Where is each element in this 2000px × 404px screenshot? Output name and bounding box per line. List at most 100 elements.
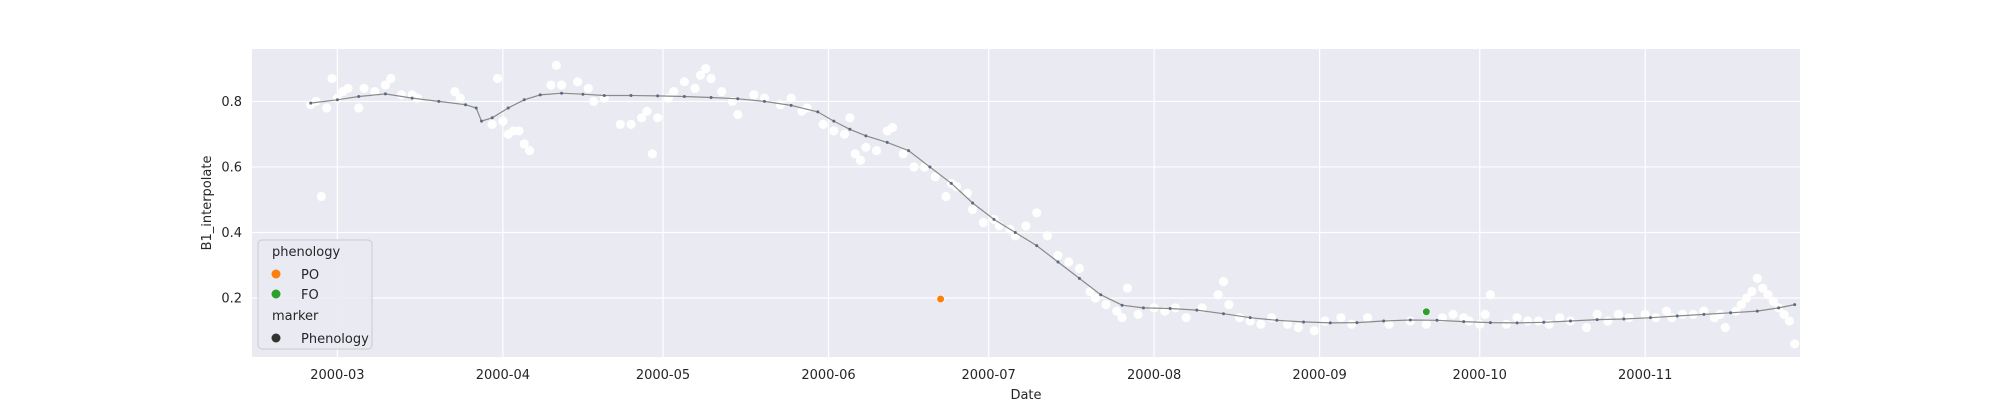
raw-point — [1720, 322, 1730, 333]
curve-point — [832, 119, 836, 123]
raw-point — [637, 113, 647, 123]
legend-title-phenology: phenology — [272, 245, 340, 260]
raw-point — [706, 73, 716, 84]
legend-po-label: PO — [301, 268, 319, 283]
curve-point — [907, 149, 911, 153]
x-tick-label: 2000-06 — [801, 368, 855, 383]
raw-point — [514, 126, 524, 136]
raw-point — [861, 142, 871, 152]
raw-point — [1266, 313, 1277, 323]
raw-point — [1101, 299, 1111, 310]
raw-point — [1731, 306, 1741, 316]
raw-point — [1603, 316, 1613, 326]
x-tick-label: 2000-03 — [310, 368, 364, 383]
raw-point — [573, 77, 583, 87]
curve-point — [437, 99, 441, 103]
raw-point — [1421, 319, 1431, 329]
raw-point — [412, 93, 423, 103]
curve-point — [1141, 306, 1145, 310]
raw-point — [359, 83, 369, 93]
raw-point — [1667, 313, 1677, 323]
raw-point — [733, 109, 743, 120]
x-tick-label: 2000-08 — [1127, 368, 1181, 383]
curve-point — [1702, 312, 1706, 316]
curve-point — [1195, 308, 1199, 312]
curve-point — [1793, 303, 1797, 307]
raw-point — [1512, 313, 1522, 323]
raw-point — [551, 60, 561, 70]
phenology-point-po — [936, 294, 945, 304]
curve-point — [1013, 230, 1017, 234]
curve-point — [816, 110, 820, 114]
raw-point — [589, 96, 599, 107]
curve-point — [1622, 317, 1626, 321]
raw-point — [583, 83, 593, 93]
raw-point — [669, 86, 679, 97]
raw-point — [1661, 306, 1672, 316]
raw-point — [626, 119, 636, 129]
raw-point — [487, 119, 497, 129]
raw-point — [524, 145, 535, 156]
x-tick-label: 2000-07 — [961, 368, 1015, 383]
curve-point — [474, 106, 478, 110]
raw-point — [941, 191, 951, 202]
smoothed-curve — [309, 91, 1797, 325]
raw-point — [759, 93, 770, 103]
curve-point — [1077, 276, 1081, 280]
curve-point — [309, 101, 313, 105]
raw-point — [1779, 309, 1789, 320]
raw-point — [354, 103, 364, 113]
raw-point — [952, 182, 962, 192]
curve-point — [1595, 318, 1599, 322]
raw-point — [775, 100, 786, 110]
y-gridlines — [252, 100, 1800, 299]
curve-point — [490, 116, 494, 120]
y-tick-label: 0.2 — [221, 292, 242, 307]
raw-point — [909, 162, 919, 172]
raw-point — [1763, 290, 1773, 300]
raw-point — [396, 90, 407, 100]
curve-point — [992, 217, 996, 221]
curve-point — [1649, 316, 1653, 320]
raw-point — [786, 93, 796, 103]
curve-point — [682, 95, 686, 99]
raw-point — [1736, 299, 1746, 310]
raw-point — [316, 191, 326, 202]
curve-point — [1515, 321, 1519, 325]
curve-point — [1542, 320, 1546, 324]
raw-point — [887, 123, 898, 133]
raw-point — [930, 172, 940, 182]
raw-point — [839, 129, 850, 139]
curve-point — [1755, 309, 1759, 313]
x-tick-label: 2000-10 — [1453, 368, 1507, 383]
curve-point — [1168, 307, 1172, 311]
curve-point — [1328, 321, 1332, 325]
phenology-points — [936, 294, 1431, 316]
raw-point — [1320, 316, 1330, 326]
legend-po-marker — [271, 269, 281, 279]
curve-point — [581, 92, 585, 96]
curve-point — [1120, 303, 1124, 307]
raw-point — [1464, 316, 1474, 326]
curve-point — [522, 98, 526, 102]
raw-point — [1501, 319, 1512, 329]
raw-point — [1640, 309, 1650, 320]
raw-point — [1074, 263, 1084, 274]
x-axis-label: Date — [1010, 388, 1041, 400]
curve-point — [848, 127, 852, 131]
raw-point — [1624, 313, 1634, 323]
raw-point — [1581, 322, 1592, 333]
raw-point — [898, 149, 908, 159]
raw-point — [380, 80, 391, 90]
x-tick-label: 2000-11 — [1618, 368, 1672, 383]
x-tick-label: 2000-05 — [636, 368, 690, 383]
raw-point — [1613, 309, 1624, 320]
raw-point — [1085, 286, 1095, 297]
curve-point — [1462, 320, 1466, 324]
curve-point — [335, 98, 339, 102]
legend-fo-marker — [271, 289, 281, 299]
raw-point — [749, 90, 759, 100]
raw-point — [818, 119, 828, 129]
